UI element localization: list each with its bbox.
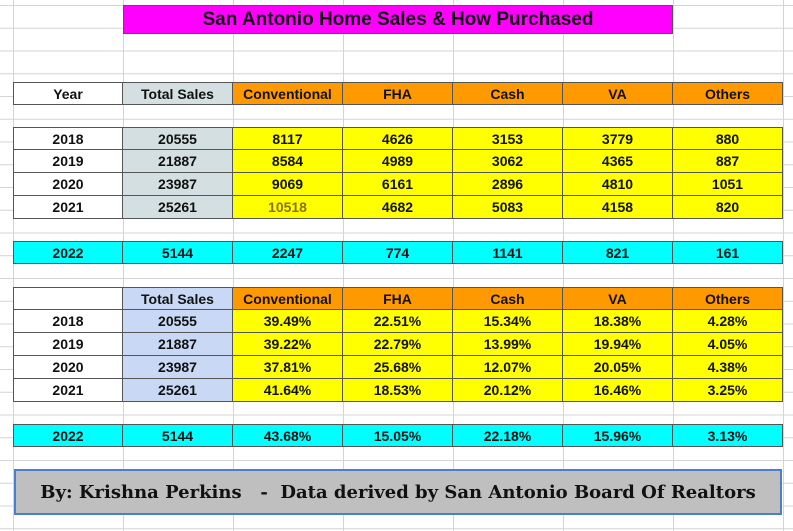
header-fha[interactable]: FHA xyxy=(343,82,453,105)
year-cell[interactable]: 2018 xyxy=(13,127,123,150)
fha-pct-cell[interactable]: 18.53% xyxy=(343,379,453,402)
year-cell[interactable]: 2020 xyxy=(13,356,123,379)
table-row: 2019 21887 39.22% 22.79% 13.99% 19.94% 4… xyxy=(13,333,783,356)
cash-cell[interactable]: 3062 xyxy=(453,150,563,173)
header-cash[interactable]: Cash xyxy=(453,287,563,310)
total-sales-cell[interactable]: 25261 xyxy=(123,196,233,219)
conventional-cell[interactable]: 8117 xyxy=(233,127,343,150)
credit-footer: By: Krishna Perkins - Data derived by Sa… xyxy=(14,469,782,515)
va-pct-cell[interactable]: 18.38% xyxy=(563,310,673,333)
others-cell[interactable]: 887 xyxy=(673,150,783,173)
fha-cell[interactable]: 6161 xyxy=(343,173,453,196)
header-va[interactable]: VA xyxy=(563,82,673,105)
conventional-cell[interactable]: 9069 xyxy=(233,173,343,196)
total-sales-cell[interactable]: 21887 xyxy=(123,150,233,173)
total-sales-cell[interactable]: 5144 xyxy=(123,424,233,447)
table-row: 2019 21887 8584 4989 3062 4365 887 xyxy=(13,150,783,173)
year-cell[interactable]: 2021 xyxy=(13,196,123,219)
header-year[interactable]: Year xyxy=(13,82,123,105)
conventional-pct-cell[interactable]: 39.49% xyxy=(233,310,343,333)
others-pct-cell[interactable]: 4.05% xyxy=(673,333,783,356)
others-pct-cell[interactable]: 3.13% xyxy=(673,424,783,447)
fha-pct-cell[interactable]: 22.51% xyxy=(343,310,453,333)
others-cell[interactable]: 161 xyxy=(673,241,783,264)
header-others[interactable]: Others xyxy=(673,287,783,310)
conventional-pct-cell[interactable]: 41.64% xyxy=(233,379,343,402)
others-cell[interactable]: 1051 xyxy=(673,173,783,196)
year-cell[interactable]: 2021 xyxy=(13,379,123,402)
header-total-sales[interactable]: Total Sales xyxy=(123,287,233,310)
others-cell[interactable]: 880 xyxy=(673,127,783,150)
va-pct-cell[interactable]: 15.96% xyxy=(563,424,673,447)
table-row: 2018 20555 39.49% 22.51% 15.34% 18.38% 4… xyxy=(13,310,783,333)
fha-pct-cell[interactable]: 15.05% xyxy=(343,424,453,447)
cash-pct-cell[interactable]: 13.99% xyxy=(453,333,563,356)
conventional-pct-cell[interactable]: 43.68% xyxy=(233,424,343,447)
header-total-sales[interactable]: Total Sales xyxy=(123,82,233,105)
header-cash[interactable]: Cash xyxy=(453,82,563,105)
conventional-cell[interactable]: 2247 xyxy=(233,241,343,264)
table-row: 2018 20555 8117 4626 3153 3779 880 xyxy=(13,127,783,150)
year-cell[interactable]: 2019 xyxy=(13,150,123,173)
va-pct-cell[interactable]: 19.94% xyxy=(563,333,673,356)
table1-header-row: Year Total Sales Conventional FHA Cash V… xyxy=(13,82,783,105)
cash-cell[interactable]: 5083 xyxy=(453,196,563,219)
fha-pct-cell[interactable]: 25.68% xyxy=(343,356,453,379)
others-pct-cell[interactable]: 3.25% xyxy=(673,379,783,402)
conventional-cell[interactable]: 10518 xyxy=(233,196,343,219)
va-pct-cell[interactable]: 16.46% xyxy=(563,379,673,402)
others-cell[interactable]: 820 xyxy=(673,196,783,219)
header-conventional[interactable]: Conventional xyxy=(233,82,343,105)
total-sales-cell[interactable]: 25261 xyxy=(123,379,233,402)
header-others[interactable]: Others xyxy=(673,82,783,105)
header-fha[interactable]: FHA xyxy=(343,287,453,310)
year-cell[interactable]: 2022 xyxy=(13,424,123,447)
cash-pct-cell[interactable]: 22.18% xyxy=(453,424,563,447)
fha-cell[interactable]: 4626 xyxy=(343,127,453,150)
ytd-row: 2022 5144 43.68% 15.05% 22.18% 15.96% 3.… xyxy=(13,424,783,447)
va-cell[interactable]: 4365 xyxy=(563,150,673,173)
va-cell[interactable]: 821 xyxy=(563,241,673,264)
header-conventional[interactable]: Conventional xyxy=(233,287,343,310)
year-cell[interactable]: 2018 xyxy=(13,310,123,333)
cash-pct-cell[interactable]: 15.34% xyxy=(453,310,563,333)
sheet-title: San Antonio Home Sales & How Purchased xyxy=(123,5,673,34)
conventional-pct-cell[interactable]: 39.22% xyxy=(233,333,343,356)
total-sales-cell[interactable]: 23987 xyxy=(123,173,233,196)
table2-header-row: Total Sales Conventional FHA Cash VA Oth… xyxy=(13,287,783,310)
va-cell[interactable]: 3779 xyxy=(563,127,673,150)
others-pct-cell[interactable]: 4.28% xyxy=(673,310,783,333)
conventional-pct-cell[interactable]: 37.81% xyxy=(233,356,343,379)
year-cell[interactable]: 2020 xyxy=(13,173,123,196)
total-sales-cell[interactable]: 5144 xyxy=(123,241,233,264)
table-row: 2020 23987 37.81% 25.68% 12.07% 20.05% 4… xyxy=(13,356,783,379)
fha-pct-cell[interactable]: 22.79% xyxy=(343,333,453,356)
ytd-row: 2022 5144 2247 774 1141 821 161 xyxy=(13,241,783,264)
cash-cell[interactable]: 3153 xyxy=(453,127,563,150)
fha-cell[interactable]: 4989 xyxy=(343,150,453,173)
year-cell[interactable]: 2022 xyxy=(13,241,123,264)
cash-pct-cell[interactable]: 20.12% xyxy=(453,379,563,402)
year-cell[interactable]: 2019 xyxy=(13,333,123,356)
table-row: 2021 25261 10518 4682 5083 4158 820 xyxy=(13,196,783,219)
table-row: 2020 23987 9069 6161 2896 4810 1051 xyxy=(13,173,783,196)
others-pct-cell[interactable]: 4.38% xyxy=(673,356,783,379)
va-cell[interactable]: 4158 xyxy=(563,196,673,219)
cash-cell[interactable]: 1141 xyxy=(453,241,563,264)
total-sales-cell[interactable]: 21887 xyxy=(123,333,233,356)
total-sales-cell[interactable]: 20555 xyxy=(123,310,233,333)
header-year-blank[interactable] xyxy=(13,287,123,310)
fha-cell[interactable]: 4682 xyxy=(343,196,453,219)
total-sales-cell[interactable]: 20555 xyxy=(123,127,233,150)
header-va[interactable]: VA xyxy=(563,287,673,310)
cash-cell[interactable]: 2896 xyxy=(453,173,563,196)
va-cell[interactable]: 4810 xyxy=(563,173,673,196)
fha-cell[interactable]: 774 xyxy=(343,241,453,264)
conventional-cell[interactable]: 8584 xyxy=(233,150,343,173)
table-row: 2021 25261 41.64% 18.53% 20.12% 16.46% 3… xyxy=(13,379,783,402)
va-pct-cell[interactable]: 20.05% xyxy=(563,356,673,379)
total-sales-cell[interactable]: 23987 xyxy=(123,356,233,379)
cash-pct-cell[interactable]: 12.07% xyxy=(453,356,563,379)
